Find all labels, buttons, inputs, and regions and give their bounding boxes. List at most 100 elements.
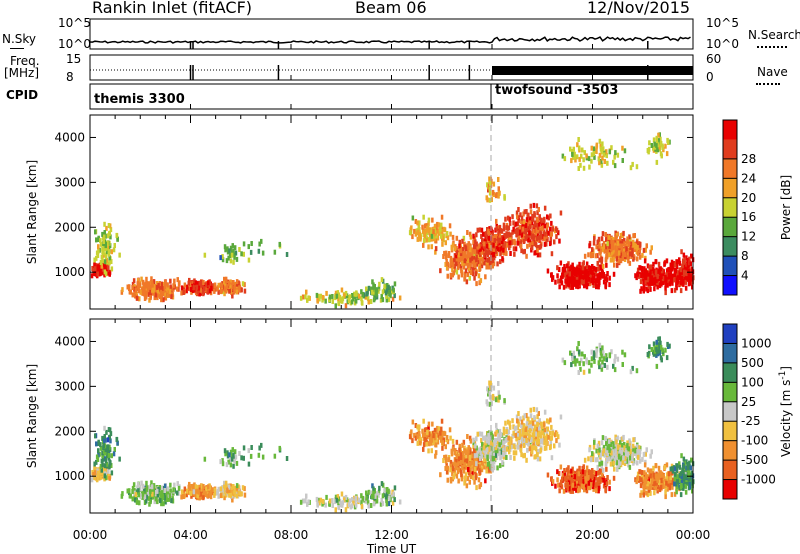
- data-cell: [587, 252, 590, 258]
- data-cell: [379, 501, 383, 507]
- data-cell: [190, 283, 193, 289]
- data-cell: [120, 289, 124, 295]
- data-cell: [257, 452, 261, 458]
- data-cell: [625, 246, 628, 252]
- data-cell: [456, 469, 460, 475]
- data-cell: [516, 221, 520, 227]
- data-cell: [595, 244, 598, 250]
- data-cell: [644, 275, 648, 281]
- data-cell: [502, 454, 506, 460]
- data-cell: [582, 157, 585, 163]
- data-cell: [543, 236, 546, 242]
- data-cell: [371, 483, 374, 489]
- data-cell: [608, 282, 611, 288]
- data-cell: [582, 165, 586, 171]
- data-cell: [321, 295, 325, 300]
- data-cell: [676, 276, 679, 281]
- data-cell: [549, 236, 553, 242]
- data-cell: [315, 496, 319, 502]
- data-cell: [520, 219, 523, 225]
- data-cell: [411, 215, 415, 221]
- data-cell: [449, 463, 452, 469]
- data-cell: [508, 449, 511, 455]
- data-cell: [325, 494, 328, 500]
- data-cell: [485, 195, 488, 201]
- data-cell: [496, 244, 499, 250]
- data-cell: [554, 483, 557, 489]
- data-cell: [484, 453, 487, 459]
- data-cell: [560, 484, 564, 490]
- data-cell: [160, 501, 163, 507]
- data-cell: [557, 482, 560, 488]
- data-cell: [375, 291, 378, 297]
- data-cell: [328, 498, 332, 504]
- data-cell: [585, 269, 588, 274]
- data-cell: [485, 468, 488, 474]
- data-cell: [502, 226, 506, 232]
- data-cell: [364, 294, 367, 300]
- data-cell: [133, 283, 136, 289]
- data-cell: [464, 450, 468, 456]
- data-cell: [533, 424, 537, 430]
- data-cell: [516, 232, 519, 238]
- data-cell: [516, 229, 520, 234]
- data-cell: [328, 501, 331, 507]
- data-cell: [604, 282, 607, 288]
- data-cell: [658, 132, 661, 138]
- data-cell: [545, 432, 549, 438]
- data-cell: [99, 464, 103, 469]
- data-cell: [532, 442, 535, 448]
- data-cell: [523, 209, 526, 215]
- data-cell: [530, 436, 533, 442]
- data-cell: [505, 242, 509, 248]
- data-cell: [131, 285, 134, 290]
- data-cell: [352, 296, 355, 302]
- data-cell: [657, 138, 660, 144]
- data-cell: [436, 228, 439, 234]
- data-cell: [597, 236, 601, 242]
- data-cell: [650, 275, 654, 281]
- data-cell: [577, 471, 580, 477]
- data-cell: [536, 452, 539, 458]
- data-cell: [611, 245, 614, 251]
- data-cell: [434, 249, 437, 255]
- data-cell: [633, 247, 637, 252]
- data-cell: [369, 286, 373, 292]
- data-cell: [104, 450, 107, 456]
- data-cell: [545, 241, 548, 247]
- data-cell: [316, 502, 319, 508]
- data-cell: [176, 277, 179, 283]
- data-cell: [631, 161, 634, 167]
- data-cell: [520, 436, 524, 442]
- data-cell: [636, 256, 639, 262]
- data-cell: [459, 460, 462, 465]
- data-cell: [475, 241, 478, 247]
- data-cell: [561, 153, 565, 159]
- data-cell: [591, 474, 594, 479]
- data-cell: [97, 248, 100, 254]
- data-cell: [478, 469, 482, 475]
- data-cell: [344, 494, 348, 500]
- data-cell: [188, 277, 191, 283]
- data-cell: [608, 249, 611, 255]
- data-cell: [128, 488, 131, 494]
- data-cell: [110, 470, 114, 476]
- data-cell: [431, 421, 434, 427]
- data-cell: [497, 429, 500, 435]
- data-cell: [592, 146, 596, 152]
- data-cell: [136, 482, 140, 487]
- data-cell: [589, 269, 593, 275]
- data-cell: [381, 501, 385, 507]
- data-cell: [592, 480, 595, 486]
- data-cell: [351, 293, 354, 298]
- data-cell: [506, 215, 510, 221]
- data-cell: [571, 154, 575, 160]
- data-cell: [485, 243, 489, 249]
- data-cell: [414, 219, 418, 224]
- data-cell: [581, 479, 585, 485]
- data-cell: [169, 278, 172, 284]
- data-cell: [632, 458, 635, 463]
- data-cell: [655, 140, 659, 146]
- data-cell: [659, 151, 663, 157]
- data-cell: [525, 413, 528, 418]
